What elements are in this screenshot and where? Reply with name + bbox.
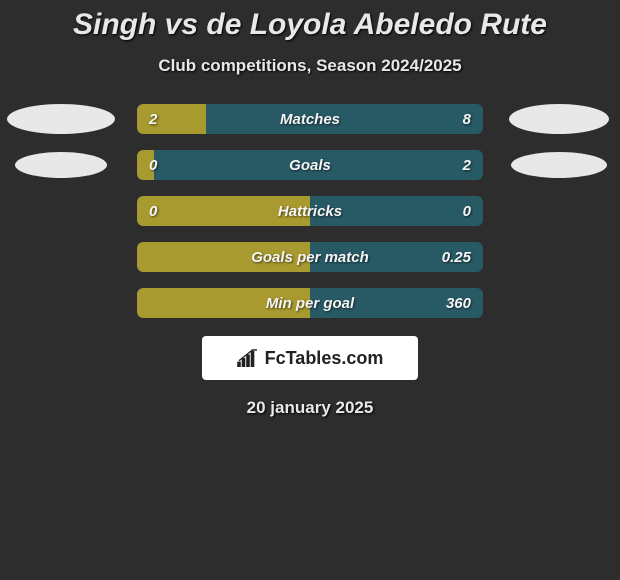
stat-bar-right — [310, 288, 483, 318]
stat-bar: 2Matches8 — [137, 104, 483, 134]
stat-bar-left — [137, 288, 310, 318]
player-badge — [509, 104, 609, 134]
stat-bar-left — [137, 196, 310, 226]
stat-bar: 0Goals2 — [137, 150, 483, 180]
stat-bar-right — [206, 104, 483, 134]
comparison-row: 2Matches8 — [0, 104, 620, 134]
stat-bar: 0Hattricks0 — [137, 196, 483, 226]
comparison-widget: Singh vs de Loyola Abeledo Rute Club com… — [0, 0, 620, 418]
comparison-row: 0Goals2 — [0, 150, 620, 180]
stat-bar-left — [137, 104, 206, 134]
right-oval-slot — [499, 104, 619, 134]
comparison-rows: 2Matches8 0Goals2 0Hattricks0 Goals per mat… — [0, 104, 620, 318]
player-badge — [511, 152, 607, 178]
stat-bar: Min per goal360 — [137, 288, 483, 318]
comparison-row: Goals per match0.25 — [0, 242, 620, 272]
subtitle: Club competitions, Season 2024/2025 — [0, 56, 620, 76]
comparison-row: 0Hattricks0 — [0, 196, 620, 226]
date-label: 20 january 2025 — [0, 398, 620, 418]
stat-bar-left — [137, 242, 310, 272]
left-oval-slot — [1, 152, 121, 178]
right-oval-slot — [499, 152, 619, 178]
stat-bar-right — [154, 150, 483, 180]
bar-chart-icon — [237, 349, 259, 367]
stat-bar-left — [137, 150, 154, 180]
stat-bar-right — [310, 242, 483, 272]
left-oval-slot — [1, 104, 121, 134]
page-title: Singh vs de Loyola Abeledo Rute — [0, 8, 620, 42]
player-badge — [15, 152, 107, 178]
stat-bar: Goals per match0.25 — [137, 242, 483, 272]
comparison-row: Min per goal360 — [0, 288, 620, 318]
logo-text: FcTables.com — [265, 348, 384, 369]
player-badge — [7, 104, 115, 134]
fctables-logo[interactable]: FcTables.com — [202, 336, 418, 380]
stat-bar-right — [310, 196, 483, 226]
